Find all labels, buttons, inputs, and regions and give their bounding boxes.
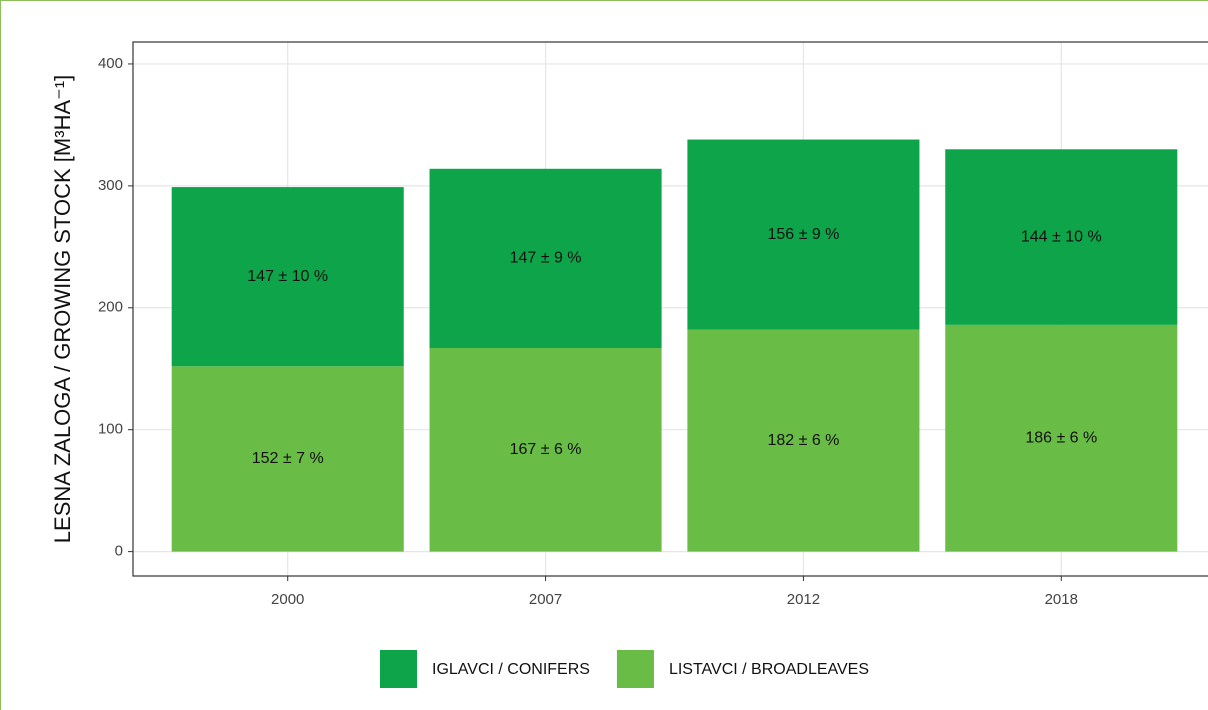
x-tick-label: 2007 [529, 591, 562, 608]
legend-label: LISTAVCI / BROADLEAVES [669, 661, 869, 678]
y-tick-label: 0 [115, 543, 123, 560]
bar-segment [687, 139, 920, 330]
value-label: 144 ± 10 % [1021, 228, 1102, 245]
y-tick-label: 100 [98, 421, 123, 438]
value-label: 182 ± 6 % [767, 432, 839, 449]
y-tick-label: 200 [98, 299, 123, 316]
x-tick-label: 2012 [787, 591, 820, 608]
y-axis-title: LESNA ZALOGA / GROWING STOCK [M³HA⁻¹] [50, 75, 75, 543]
legend-label: IGLAVCI / CONIFERS [432, 661, 590, 678]
x-tick-label: 2000 [271, 591, 304, 608]
value-label: 156 ± 9 % [767, 226, 839, 243]
bar-segment [687, 329, 920, 552]
bar-segment [429, 168, 662, 349]
y-tick-label: 300 [98, 177, 123, 194]
bar-segment [945, 149, 1178, 325]
bars: 152 ± 7 % 147 ± 10 % 167 ± 6 % 147 ± 9 % 182… [171, 139, 1178, 552]
bar-segment [429, 348, 662, 552]
bar-segment [171, 366, 404, 552]
value-label: 147 ± 10 % [247, 268, 328, 285]
plot-border [132, 41, 1208, 577]
bar-segment [171, 187, 404, 367]
x-tick-label: 2018 [1045, 591, 1078, 608]
value-label: 147 ± 9 % [510, 250, 582, 267]
legend-swatch [616, 650, 654, 688]
y-tick-label: 400 [98, 55, 123, 72]
value-label: 167 ± 6 % [510, 441, 582, 458]
value-label: 186 ± 6 % [1025, 429, 1097, 446]
legend-swatch [380, 650, 417, 688]
bar-segment [945, 324, 1178, 552]
value-label: 152 ± 7 % [252, 450, 324, 467]
